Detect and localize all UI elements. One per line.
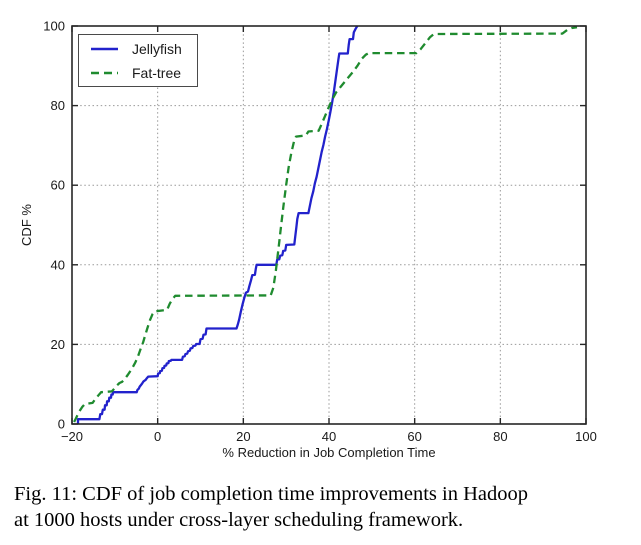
- y-axis-label: CDF %: [19, 204, 34, 246]
- grid-layer: [72, 26, 586, 424]
- legend-entry-fat-tree: Fat-tree: [79, 63, 197, 83]
- series-layer: [73, 25, 578, 424]
- legend-label-jellyfish: Jellyfish: [132, 40, 182, 57]
- y-tick-label: 40: [51, 257, 65, 272]
- series-line-jellyfish: [76, 25, 359, 424]
- figure-caption: Fig. 11: CDF of job completion time impr…: [14, 481, 634, 533]
- x-tick-label: −20: [61, 429, 83, 444]
- legend-line-sample-fat-tree: [91, 71, 118, 74]
- label-layer: % Reduction in Job Completion Time CDF %: [19, 204, 436, 460]
- legend-line-sample-jellyfish: [91, 47, 118, 50]
- y-tick-label: 100: [43, 19, 65, 34]
- caption-line-1: Fig. 11: CDF of job completion time impr…: [14, 483, 528, 505]
- y-tick-label: 80: [51, 98, 65, 113]
- cdf-plot: −20 0 20 40 60 80 100 0 20 40 60 80 100 % Reduction …: [19, 19, 597, 461]
- x-tick-label: 20: [236, 429, 250, 444]
- x-tick-label: 100: [575, 429, 597, 444]
- legend-entry-jellyfish: Jellyfish: [79, 39, 197, 59]
- x-tick-label: 40: [322, 429, 336, 444]
- x-axis-label: % Reduction in Job Completion Time: [222, 445, 435, 460]
- caption-line-2: at 1000 hosts under cross-layer scheduli…: [14, 509, 464, 531]
- y-tick-label: 60: [51, 178, 65, 193]
- x-tick-label: 80: [493, 429, 507, 444]
- series-line-fat-tree: [73, 26, 578, 423]
- x-tick-label: 60: [407, 429, 421, 444]
- legend-label-fat-tree: Fat-tree: [132, 64, 182, 81]
- y-tick-label: 0: [58, 417, 65, 432]
- x-tick-label: 0: [154, 429, 161, 444]
- y-tick-label: 20: [51, 337, 65, 352]
- legend: Jellyfish Fat-tree: [78, 34, 198, 87]
